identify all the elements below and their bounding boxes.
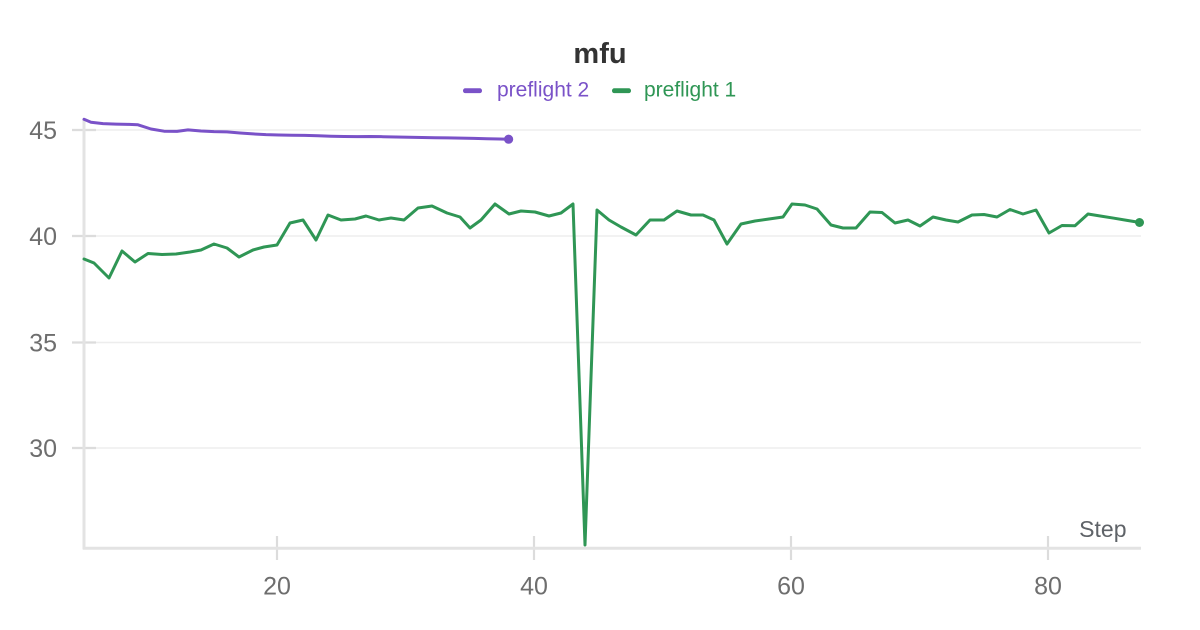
svg-text:30: 30: [29, 435, 57, 463]
svg-text:60: 60: [777, 573, 805, 601]
svg-text:35: 35: [29, 330, 57, 358]
svg-text:80: 80: [1034, 573, 1062, 601]
svg-text:40: 40: [520, 573, 548, 601]
svg-text:40: 40: [29, 223, 57, 251]
svg-text:preflight 2: preflight 2: [497, 78, 589, 101]
svg-text:20: 20: [263, 573, 291, 601]
svg-text:45: 45: [29, 117, 57, 145]
svg-text:preflight 1: preflight 1: [644, 78, 736, 101]
svg-text:mfu: mfu: [573, 38, 626, 70]
svg-text:Step: Step: [1079, 516, 1126, 542]
